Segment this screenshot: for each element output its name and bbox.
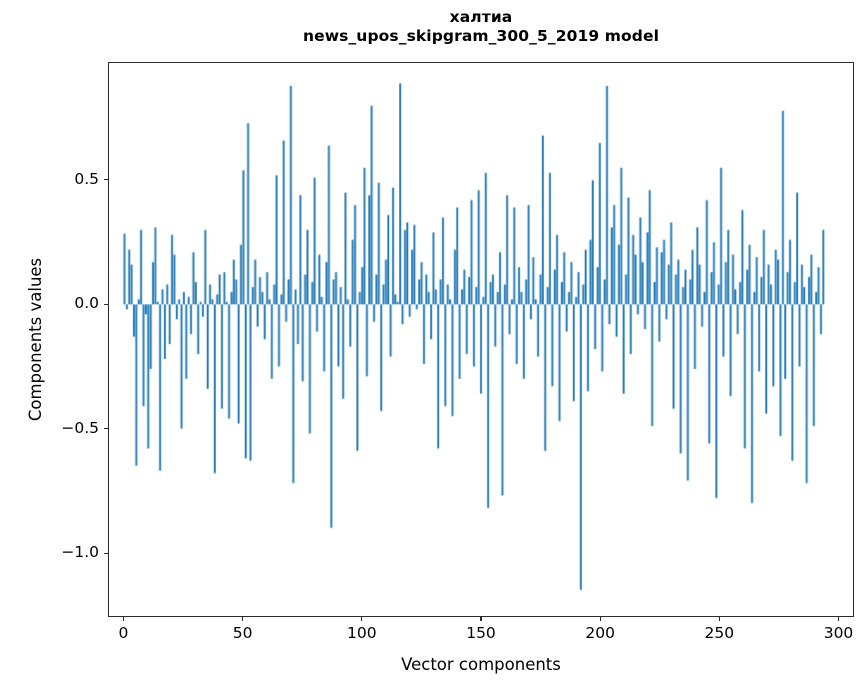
- x-tick-mark: [122, 617, 125, 622]
- x-tick-mark: [599, 617, 601, 622]
- x-tick-mark: [480, 617, 482, 622]
- y-tick-label: 0.5: [74, 169, 99, 188]
- plot-axes: [108, 62, 854, 617]
- x-tick-mark: [361, 617, 363, 622]
- x-tick-label: 200: [585, 624, 615, 642]
- y-tick-label: −1.0: [61, 543, 99, 562]
- x-tick-mark: [837, 617, 840, 622]
- x-axis-label: Vector components: [401, 655, 561, 674]
- x-tick-label: 100: [347, 624, 377, 642]
- y-tick-mark: [103, 552, 108, 554]
- x-tick-label: 300: [823, 624, 854, 642]
- y-axis-label: Components values: [26, 257, 45, 422]
- x-tick-label: 150: [466, 624, 496, 642]
- y-tick-mark: [103, 179, 108, 181]
- x-tick-label: 0: [118, 624, 129, 642]
- y-tick-label: −0.5: [61, 418, 99, 437]
- y-tick-mark: [103, 428, 108, 430]
- chart-title-line-2: news_upos_skipgram_300_5_2019 model: [302, 26, 660, 45]
- chart-title: халтиа news_upos_skipgram_300_5_2019 mod…: [108, 8, 854, 46]
- x-tick-mark: [718, 617, 720, 622]
- chart-title-line-1: халтиа: [449, 8, 513, 26]
- y-tick-mark: [103, 303, 108, 305]
- x-tick-label: 50: [232, 624, 253, 642]
- x-tick-label: 250: [704, 624, 735, 642]
- bar-series-canvas: [109, 63, 853, 616]
- y-tick-label: 0.0: [74, 294, 99, 313]
- x-tick-mark: [242, 617, 244, 622]
